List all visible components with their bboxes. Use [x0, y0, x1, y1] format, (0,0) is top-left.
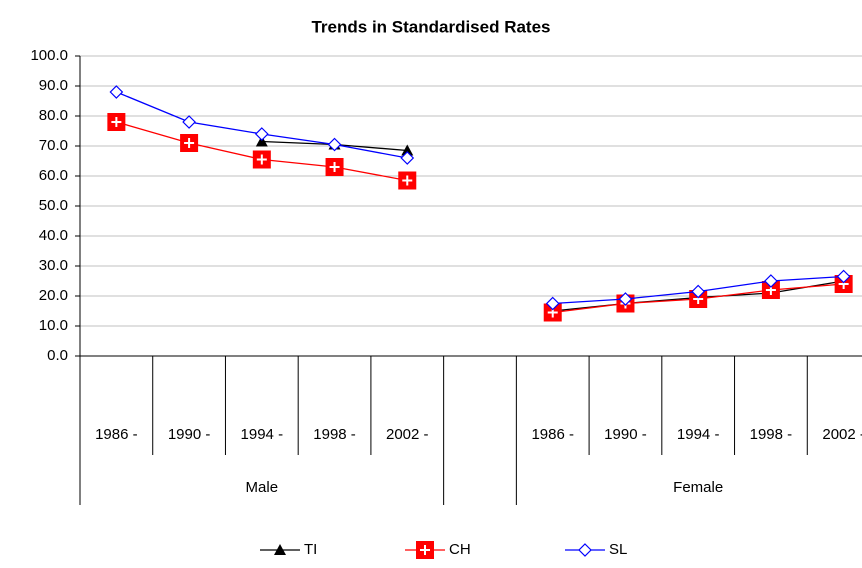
marker — [274, 544, 286, 555]
marker — [255, 135, 268, 147]
x-tick-label: 1998 - — [750, 426, 793, 443]
y-tick-label: 90.0 — [39, 77, 68, 94]
x-tick-label: 1994 - — [241, 426, 284, 443]
chart-title: Trends in Standardised Rates — [311, 17, 550, 36]
marker — [180, 134, 199, 152]
x-tick-label: 1994 - — [677, 426, 720, 443]
x-tick-label: 2002 - — [386, 426, 429, 443]
marker — [400, 151, 415, 165]
marker — [764, 274, 778, 288]
marker — [618, 292, 633, 306]
legend-label: CH — [449, 541, 471, 558]
marker-cross — [256, 154, 267, 165]
marker-cross — [329, 162, 340, 172]
marker — [416, 541, 434, 559]
marker — [254, 127, 269, 141]
y-tick-label: 0.0 — [47, 347, 68, 364]
marker-cross — [420, 545, 430, 555]
marker — [401, 144, 414, 156]
y-tick-label: 20.0 — [39, 287, 68, 304]
marker-cross — [111, 117, 122, 127]
group-label: Male — [246, 479, 279, 496]
marker — [327, 137, 342, 152]
y-tick-label: 40.0 — [39, 227, 68, 244]
legend-label: SL — [609, 541, 627, 558]
y-tick-label: 70.0 — [39, 137, 68, 154]
marker — [325, 158, 344, 176]
x-tick-label: 1986 - — [531, 426, 574, 443]
y-tick-label: 80.0 — [39, 107, 68, 124]
x-tick-label: 1990 - — [604, 426, 647, 443]
legend-label: TI — [304, 541, 317, 558]
x-tick-label: 1998 - — [313, 426, 356, 443]
marker-cross — [402, 175, 413, 186]
marker — [578, 543, 592, 557]
marker — [182, 115, 196, 129]
marker — [691, 284, 706, 299]
marker — [545, 296, 560, 311]
x-tick-label: 1990 - — [168, 426, 211, 443]
marker — [252, 150, 271, 169]
marker — [398, 171, 417, 190]
marker — [109, 85, 124, 99]
x-tick-label: 2002 - — [822, 426, 862, 443]
y-tick-label: 50.0 — [39, 197, 68, 214]
y-tick-label: 30.0 — [39, 257, 68, 274]
x-tick-label: 1986 - — [95, 426, 138, 443]
y-tick-label: 60.0 — [39, 167, 68, 184]
marker — [107, 113, 126, 131]
y-tick-label: 10.0 — [39, 317, 68, 334]
y-tick-label: 100.0 — [30, 47, 68, 64]
group-label: Female — [673, 479, 723, 496]
marker — [836, 269, 851, 284]
marker-cross — [184, 138, 195, 148]
